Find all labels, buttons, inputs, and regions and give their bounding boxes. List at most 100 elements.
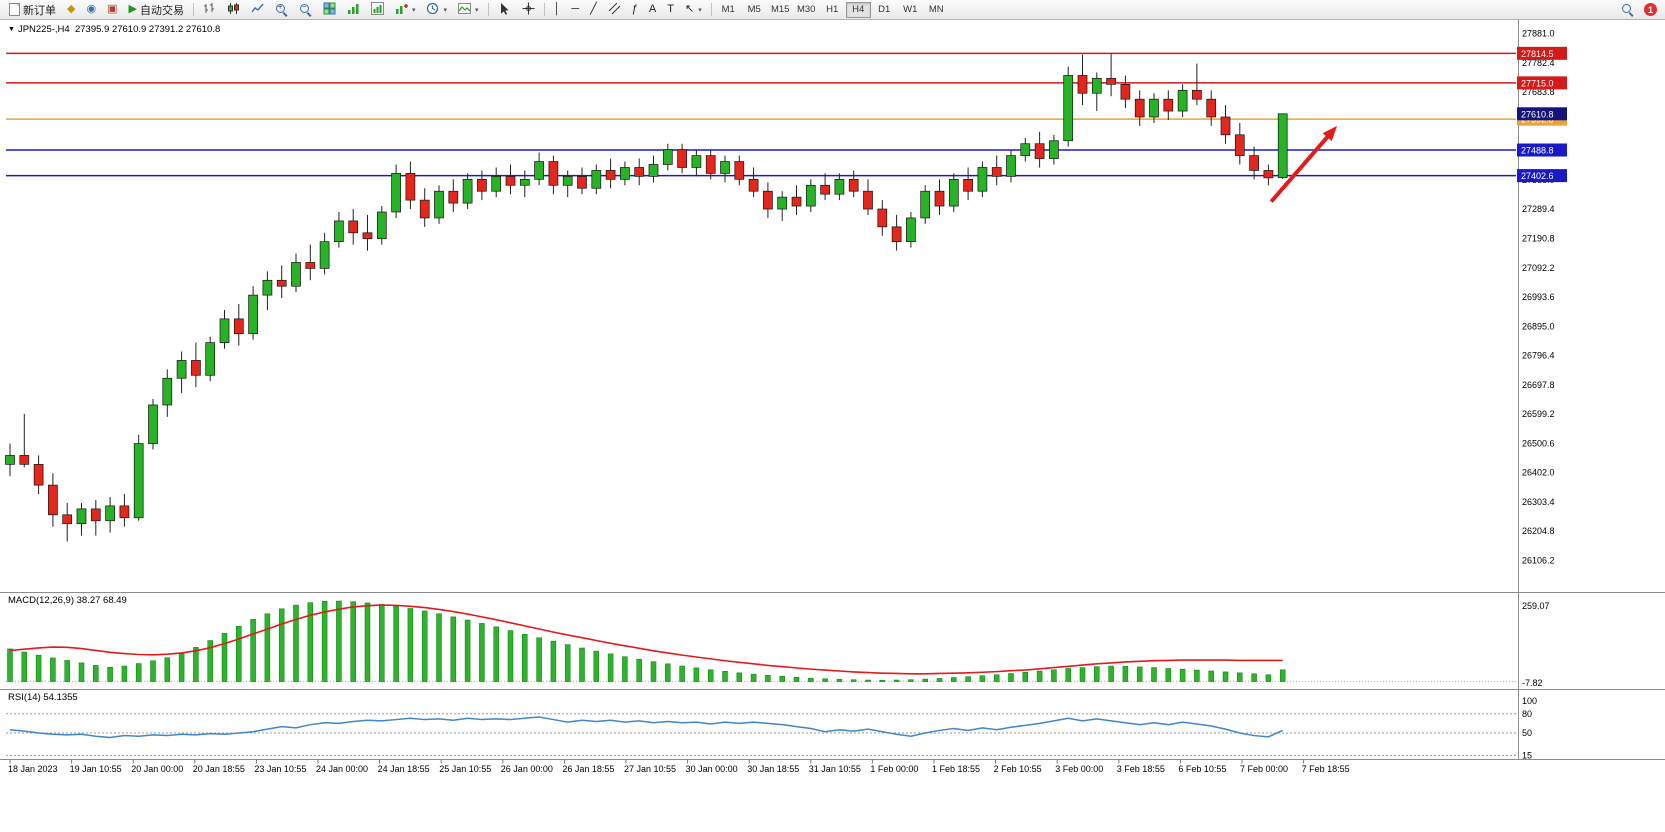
candle [763, 182, 773, 218]
macd-bar [1208, 670, 1214, 682]
time-tick-label: 30 Jan 18:55 [747, 764, 799, 774]
timeframe-h4-button[interactable]: H4 [845, 1, 871, 18]
time-tick-label: 2 Feb 10:55 [994, 764, 1042, 774]
horizontal-line-tool-button[interactable]: ─ [566, 1, 584, 19]
collapse-icon[interactable]: ▼ [8, 26, 15, 33]
timeframe-m5-button[interactable]: M5 [742, 2, 767, 18]
candle-body [291, 262, 301, 287]
search-button[interactable] [1616, 1, 1639, 19]
macd-bar [7, 648, 13, 682]
macd-bar [564, 644, 571, 682]
candle-body [1277, 113, 1288, 178]
candle [1277, 113, 1288, 179]
time-tick-label: 3 Feb 18:55 [1117, 764, 1165, 774]
cursor-button[interactable] [493, 1, 516, 19]
candle-body [777, 196, 788, 210]
candle-body [577, 176, 587, 189]
hline-price-badge: 27715.0 [1517, 76, 1567, 90]
timeframe-m1-button[interactable]: M1 [716, 2, 741, 18]
candle-body [691, 155, 702, 168]
indicators-button[interactable] [342, 1, 365, 19]
candle-body [891, 226, 902, 243]
indicator-windows-button[interactable] [366, 1, 389, 19]
rsi-axis-label: 100 [1522, 696, 1537, 706]
periods-button[interactable]: ▾ [421, 1, 452, 19]
macd-bar [522, 634, 528, 682]
macd-bar [221, 633, 228, 682]
candle-body [348, 220, 359, 234]
macd-bar [808, 677, 814, 682]
price-badge-label: 27488.8 [1521, 146, 1554, 156]
candle-body [276, 279, 287, 287]
arrows-tool-button[interactable]: ↖ ▾ [680, 1, 707, 19]
candle-body [133, 443, 144, 519]
candle-body [19, 455, 30, 465]
tile-windows-button[interactable] [318, 1, 341, 19]
line-chart-icon [251, 2, 264, 18]
candle [548, 155, 559, 195]
new-order-button[interactable]: 新订单 [4, 1, 61, 19]
macd-bar [1051, 669, 1057, 682]
candle-body [1049, 140, 1059, 159]
price-tick-label: 26599.2 [1522, 409, 1555, 419]
navigator-button[interactable]: ▣ [102, 1, 122, 19]
candle [620, 161, 630, 186]
candle-body [605, 170, 616, 180]
candle [591, 164, 602, 195]
zoom-out-button[interactable]: − [294, 1, 317, 19]
zoom-in-button[interactable]: + [270, 1, 293, 19]
timeframe-mn-button[interactable]: MN [924, 2, 949, 18]
candle [90, 499, 101, 536]
templates-button[interactable]: ▾ [453, 1, 484, 19]
candle [1249, 146, 1259, 180]
candle [991, 155, 1002, 186]
candle [448, 179, 459, 212]
macd-bar [607, 653, 614, 682]
channel-tool-button[interactable] [603, 1, 626, 19]
timeframe-w1-button[interactable]: W1 [898, 2, 923, 18]
auto-trading-button[interactable]: ▶ 自动交易 [123, 1, 188, 19]
chart-area[interactable]: 27881.027782.427683.827585.227486.627388… [0, 20, 1665, 832]
macd-bar [393, 606, 399, 682]
vertical-line-tool-button[interactable]: │ [549, 1, 566, 19]
add-indicator-button[interactable]: ▾ [390, 1, 421, 19]
candle-body [877, 208, 888, 228]
candle-body [1020, 143, 1031, 156]
line-chart-button[interactable] [246, 1, 269, 19]
metaeditor-button[interactable]: ◆ [62, 1, 80, 19]
timeframe-h1-button[interactable]: H1 [820, 2, 845, 18]
text-label-tool-button[interactable]: T [662, 1, 679, 19]
candle-body [62, 514, 73, 525]
timeframe-m30-button[interactable]: M30 [794, 2, 819, 18]
candle-body [805, 184, 816, 207]
macd-bar [822, 678, 828, 682]
candle-body [33, 463, 44, 486]
bar-chart-button[interactable] [198, 1, 221, 19]
notification-badge[interactable]: 1 [1644, 3, 1657, 16]
candle [176, 351, 187, 394]
candle-body [634, 167, 645, 177]
macd-bar [579, 647, 585, 682]
candle [1206, 90, 1217, 126]
indicators-icon [347, 2, 360, 18]
crosshair-button[interactable] [517, 1, 540, 19]
trendline-tool-button[interactable]: ╱ [585, 1, 602, 19]
candle [419, 188, 430, 227]
trend-arrow[interactable] [1269, 125, 1338, 203]
timeframe-d1-button[interactable]: D1 [872, 2, 897, 18]
candlestick-chart-button[interactable] [222, 1, 245, 19]
candle [434, 185, 444, 224]
candle [205, 336, 216, 382]
timeframe-m15-button[interactable]: M15 [768, 2, 793, 18]
candle-body [1120, 83, 1131, 100]
macd-bar [1265, 674, 1272, 682]
fibonacci-tool-button[interactable]: ƒ [627, 1, 643, 19]
macd-bar [507, 630, 514, 682]
market-watch-button[interactable]: ◉ [81, 1, 101, 19]
macd-bar [679, 665, 685, 682]
candle-body [419, 199, 430, 219]
candle [162, 369, 173, 417]
candle [634, 158, 645, 186]
text-tool-button[interactable]: A [644, 1, 661, 19]
candle-body [820, 184, 830, 195]
